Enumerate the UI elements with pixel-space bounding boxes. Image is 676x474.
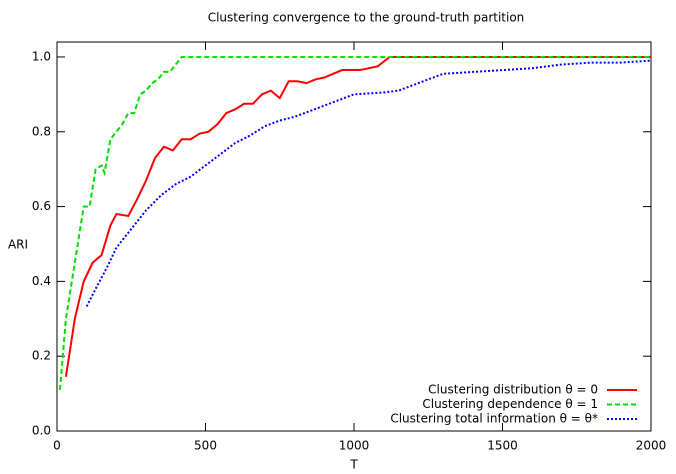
legend-label: Clustering total information θ = θ* xyxy=(390,412,598,426)
y-tick-label: 1.0 xyxy=(32,49,51,63)
y-axis-label: ARI xyxy=(8,238,28,252)
x-tick-label: 0 xyxy=(53,439,61,453)
y-tick-label: 0.6 xyxy=(32,199,51,213)
y-tick-label: 0.4 xyxy=(32,274,51,288)
y-tick-label: 0.8 xyxy=(32,124,51,138)
chart-title: Clustering convergence to the ground-tru… xyxy=(208,11,525,25)
y-tick-label: 0.2 xyxy=(32,349,51,363)
x-tick-label: 1500 xyxy=(487,439,518,453)
series-line xyxy=(85,59,652,307)
x-axis-label: T xyxy=(349,458,358,472)
plot-frame xyxy=(56,41,652,432)
y-tick-label: 0.0 xyxy=(32,424,51,438)
x-tick-label: 2000 xyxy=(636,439,667,453)
series-line xyxy=(64,55,651,377)
series-line xyxy=(58,55,651,390)
x-tick-label: 500 xyxy=(194,439,217,453)
legend-label: Clustering dependence θ = 1 xyxy=(422,397,598,411)
x-tick-label: 1000 xyxy=(339,439,370,453)
legend-label: Clustering distribution θ = 0 xyxy=(428,383,598,397)
